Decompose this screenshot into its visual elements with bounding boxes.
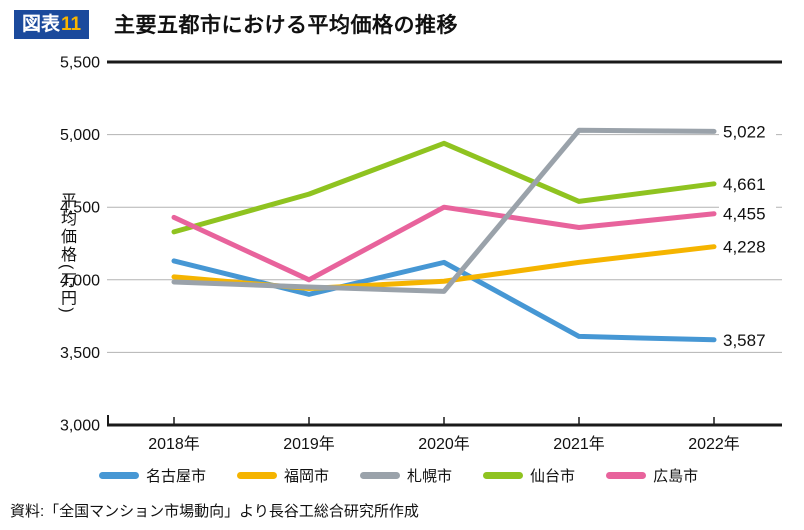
end-label-backing-sapporo (719, 120, 776, 142)
end-label-backing-sendai (719, 173, 776, 195)
legend-swatch-fukuoka (237, 472, 278, 479)
legend-swatch-hiroshima (606, 472, 647, 479)
y-tick-label: 4,000 (60, 272, 100, 289)
y-tick-label: 4,500 (60, 200, 100, 217)
x-tick-label: 2021年 (553, 435, 605, 453)
series-line-sapporo (171, 127, 717, 294)
figure-badge-number: 11 (61, 14, 82, 35)
end-value-label-fukuoka: 4,228 (723, 238, 766, 257)
chart-legend: 名古屋市 福岡市 札幌市 仙台市 広島市 (99, 465, 698, 486)
legend-swatch-sapporo (360, 472, 401, 479)
legend-item-fukuoka: 福岡市 (237, 465, 329, 486)
legend-label-nagoya: 名古屋市 (146, 468, 207, 485)
series-line-nagoya (171, 258, 717, 343)
end-label-backing-hiroshima (719, 203, 776, 225)
y-tick-label: 5,500 (60, 55, 100, 72)
legend-item-sendai: 仙台市 (483, 465, 575, 486)
legend-label-fukuoka: 福岡市 (284, 468, 330, 485)
figure-badge-label: 図表 (22, 14, 61, 35)
series-line-sendai (171, 140, 717, 235)
legend-label-hiroshima: 広島市 (653, 468, 699, 485)
chart-title: 主要五都市における平均価格の推移 (114, 14, 458, 37)
legend-swatch-sendai (483, 472, 524, 479)
legend-item-sapporo: 札幌市 (360, 465, 452, 486)
end-label-backing-fukuoka (719, 236, 776, 258)
legend-item-hiroshima: 広島市 (606, 465, 698, 486)
legend-swatch-nagoya (99, 472, 139, 479)
y-tick-label: 5,000 (60, 127, 100, 144)
end-label-backing-nagoya (719, 329, 776, 351)
x-tick-label: 2022年 (688, 435, 740, 453)
legend-label-sapporo: 札幌市 (407, 468, 453, 485)
end-value-label-sapporo: 5,022 (723, 122, 766, 141)
series-line-hiroshima (171, 204, 717, 283)
end-value-label-sendai: 4,661 (723, 175, 766, 194)
source-note: 資料:「全国マンション市場動向」より長谷工総合研究所作成 (10, 503, 419, 520)
figure-badge: 図表 11 (14, 10, 90, 39)
legend-label-sendai: 仙台市 (530, 468, 576, 485)
y-tick-label: 3,500 (60, 345, 100, 362)
end-value-label-hiroshima: 4,455 (723, 205, 766, 224)
y-tick-label: 3,000 (60, 418, 100, 435)
x-tick-label: 2020年 (418, 435, 470, 453)
y-axis-title: 平均価格(万円) (58, 191, 75, 315)
x-tick-label: 2019年 (283, 435, 335, 453)
x-tick-label: 2018年 (148, 435, 200, 453)
end-value-label-nagoya: 3,587 (723, 331, 766, 350)
legend-item-nagoya: 名古屋市 (99, 465, 206, 486)
